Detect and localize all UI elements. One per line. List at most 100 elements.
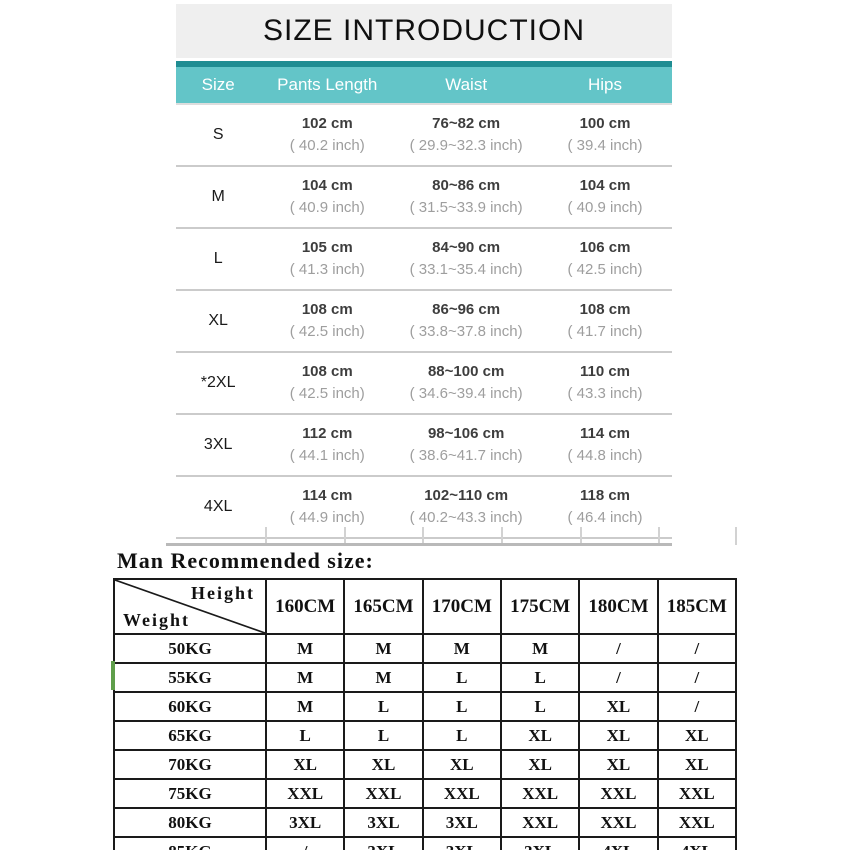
height-header: 165CM bbox=[343, 578, 424, 635]
size-value: XL bbox=[656, 720, 738, 751]
clipped-table-tick bbox=[580, 527, 582, 545]
waist-cm: 80~86 cm bbox=[432, 177, 501, 194]
recommended-size-table: Height Weight 160CM 165CM 170CM 175CM 18… bbox=[113, 578, 738, 850]
pants-length-inch: ( 42.5 inch) bbox=[289, 385, 365, 402]
pants-length-cell: 112 cm ( 44.1 inch) bbox=[260, 415, 394, 475]
hips-cell: 106 cm ( 42.5 inch) bbox=[538, 229, 672, 289]
recommended-size-title: Man Recommended size: bbox=[117, 548, 374, 573]
pants-length-inch: ( 41.3 inch) bbox=[289, 261, 365, 278]
waist-cell: 84~90 cm ( 33.1~35.4 inch) bbox=[394, 229, 538, 289]
clipped-table-tick bbox=[344, 527, 346, 545]
pants-length-cm: 105 cm bbox=[301, 239, 353, 256]
size-value: / bbox=[578, 662, 659, 693]
weight-label: 75KG bbox=[113, 778, 267, 809]
size-value: XL bbox=[578, 749, 659, 780]
table-row: 65KG L L L XL XL XL bbox=[113, 720, 738, 751]
waist-inch: ( 31.5~33.9 inch) bbox=[409, 199, 523, 216]
waist-cell: 88~100 cm ( 34.6~39.4 inch) bbox=[394, 353, 538, 413]
hips-cell: 118 cm ( 46.4 inch) bbox=[538, 477, 672, 537]
diagonal-divider bbox=[115, 580, 265, 633]
table-row: *2XL 108 cm ( 42.5 inch) 88~100 cm ( 34.… bbox=[176, 353, 672, 415]
hips-cell: 104 cm ( 40.9 inch) bbox=[538, 167, 672, 227]
title-block: SIZE INTRODUCTION bbox=[176, 4, 672, 58]
pants-length-cell: 108 cm ( 42.5 inch) bbox=[260, 291, 394, 351]
height-header: 160CM bbox=[264, 578, 346, 635]
column-header-pants-length: Pants Length bbox=[277, 75, 378, 94]
size-value: XXL bbox=[421, 778, 502, 809]
size-value: XL bbox=[578, 691, 659, 722]
size-value: XXL bbox=[578, 807, 659, 838]
size-value: / bbox=[264, 836, 346, 850]
clipped-table-tick bbox=[501, 527, 503, 545]
hips-inch: ( 39.4 inch) bbox=[567, 137, 643, 154]
size-value: XL bbox=[421, 749, 502, 780]
size-value: / bbox=[656, 691, 738, 722]
pants-length-cell: 104 cm ( 40.9 inch) bbox=[260, 167, 394, 227]
size-value: L bbox=[499, 691, 581, 722]
header-accent-stripe bbox=[176, 61, 672, 67]
height-header: 170CM bbox=[421, 578, 502, 635]
size-value: 3XL bbox=[343, 807, 424, 838]
waist-cm: 84~90 cm bbox=[432, 239, 501, 256]
size-value: L bbox=[499, 662, 581, 693]
waist-cm: 88~100 cm bbox=[427, 363, 505, 380]
clipped-table-tick bbox=[658, 527, 660, 545]
size-label: XL bbox=[208, 312, 228, 329]
size-value: 3XL bbox=[264, 807, 346, 838]
table-row: 50KG M M M M / / bbox=[113, 633, 738, 664]
table-row: S 102 cm ( 40.2 inch) 76~82 cm ( 29.9~32… bbox=[176, 105, 672, 167]
size-table-body: S 102 cm ( 40.2 inch) 76~82 cm ( 29.9~32… bbox=[176, 105, 672, 539]
table-row: 55KG M M L L / / bbox=[113, 662, 738, 693]
hips-inch: ( 44.8 inch) bbox=[567, 447, 643, 464]
hips-inch: ( 41.7 inch) bbox=[567, 323, 643, 340]
table-row: 75KG XXL XXL XXL XXL XXL XXL bbox=[113, 778, 738, 809]
pants-length-inch: ( 40.2 inch) bbox=[289, 137, 365, 154]
pants-length-inch: ( 40.9 inch) bbox=[289, 199, 365, 216]
size-label: *2XL bbox=[200, 374, 236, 391]
waist-cell: 86~96 cm ( 33.8~37.8 inch) bbox=[394, 291, 538, 351]
size-value: XL bbox=[499, 720, 581, 751]
size-value: 3XL bbox=[421, 836, 502, 850]
corner-weight-label: Weight bbox=[123, 610, 191, 630]
size-value: XL bbox=[264, 749, 346, 780]
pants-length-cell: 102 cm ( 40.2 inch) bbox=[260, 105, 394, 165]
waist-cm: 98~106 cm bbox=[427, 425, 505, 442]
waist-cm: 102~110 cm bbox=[424, 487, 509, 504]
weight-label: 65KG bbox=[113, 720, 267, 751]
size-value: XXL bbox=[499, 807, 581, 838]
size-value: 3XL bbox=[421, 807, 502, 838]
size-value: 3XL bbox=[499, 836, 581, 850]
waist-inch: ( 34.6~39.4 inch) bbox=[409, 385, 523, 402]
hips-cell: 114 cm ( 44.8 inch) bbox=[538, 415, 672, 475]
size-value: M bbox=[264, 633, 346, 664]
pants-length-cm: 108 cm bbox=[301, 301, 353, 318]
size-value: 3XL bbox=[343, 836, 424, 850]
size-value: / bbox=[578, 633, 659, 664]
weight-label: 70KG bbox=[113, 749, 267, 780]
height-header: 175CM bbox=[499, 578, 581, 635]
size-value: M bbox=[499, 633, 581, 664]
waist-inch: ( 33.8~37.8 inch) bbox=[409, 323, 523, 340]
size-label: L bbox=[213, 250, 223, 267]
waist-inch: ( 33.1~35.4 inch) bbox=[409, 261, 523, 278]
hips-cell: 100 cm ( 39.4 inch) bbox=[538, 105, 672, 165]
hips-inch: ( 43.3 inch) bbox=[567, 385, 643, 402]
size-value: XL bbox=[343, 749, 424, 780]
table-row: 70KG XL XL XL XL XL XL bbox=[113, 749, 738, 780]
size-value: XXL bbox=[264, 778, 346, 809]
size-value: XL bbox=[499, 749, 581, 780]
pants-length-cell: 105 cm ( 41.3 inch) bbox=[260, 229, 394, 289]
column-header-hips: Hips bbox=[587, 75, 622, 94]
clipped-table-tick bbox=[422, 527, 424, 545]
table-row: 80KG 3XL 3XL 3XL XXL XXL XXL bbox=[113, 807, 738, 838]
height-weight-corner-cell: Height Weight bbox=[113, 578, 267, 635]
waist-cm: 76~82 cm bbox=[432, 115, 501, 132]
hips-cm: 100 cm bbox=[579, 115, 631, 132]
table-row: XL 108 cm ( 42.5 inch) 86~96 cm ( 33.8~3… bbox=[176, 291, 672, 353]
clipped-table-tick bbox=[265, 527, 267, 545]
hips-cm: 110 cm bbox=[579, 363, 631, 380]
size-value: L bbox=[343, 720, 424, 751]
size-value: M bbox=[264, 691, 346, 722]
size-table-header: Size Pants Length Waist Hips bbox=[176, 67, 672, 105]
